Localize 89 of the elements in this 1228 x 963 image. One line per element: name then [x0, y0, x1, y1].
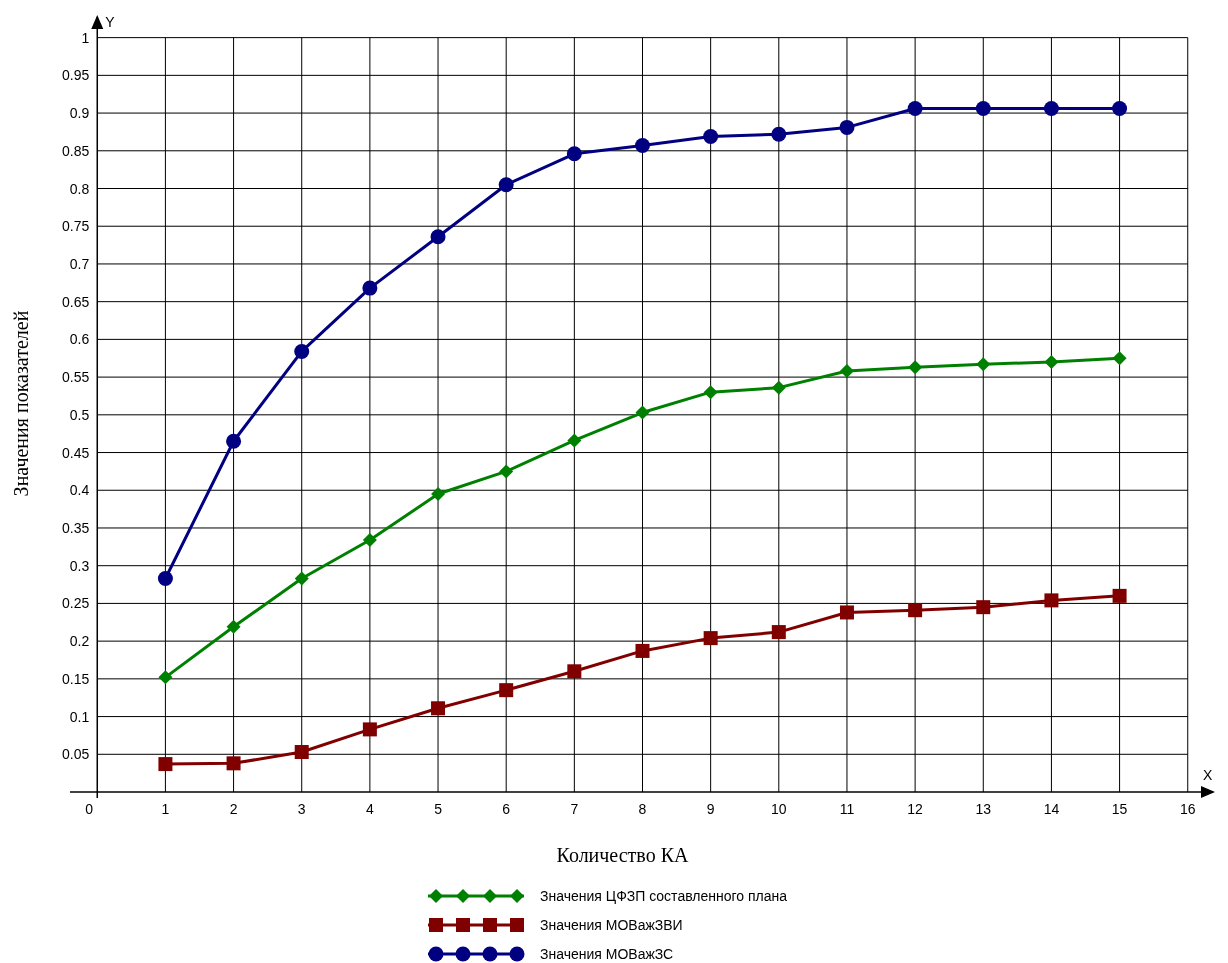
annotation: Y [105, 14, 116, 30]
x-tick-label: 8 [638, 801, 647, 817]
y-tick-label: 0.05 [62, 746, 90, 763]
y-axis-title: Значения показателей [10, 310, 32, 497]
x-tick-label: 2 [229, 801, 238, 817]
y-tick-label: 0.5 [69, 406, 90, 423]
annotation: X [1203, 767, 1213, 783]
point [839, 119, 855, 135]
point [431, 487, 446, 502]
point [1112, 588, 1127, 603]
point [362, 280, 378, 296]
point [499, 464, 514, 479]
point [498, 177, 514, 193]
y-tick-label: 0.4 [69, 482, 90, 499]
point [294, 745, 309, 760]
point [294, 571, 309, 586]
x-tick-label: 0 [85, 801, 94, 817]
point [907, 101, 923, 117]
point [839, 364, 854, 379]
point [362, 722, 377, 737]
point [158, 757, 173, 772]
x-tick-label: 6 [502, 801, 511, 817]
point [908, 360, 923, 375]
y-tick-label: 0.6 [69, 331, 90, 348]
y-tick-label: 0.25 [62, 595, 90, 612]
point [1112, 351, 1127, 366]
x-tick-label: 13 [975, 801, 992, 817]
y-tick-label: 0.95 [62, 67, 90, 84]
point [226, 619, 241, 634]
point [1044, 593, 1059, 608]
y-tick-label: 1 [81, 29, 90, 46]
x-tick-label: 1 [161, 801, 170, 817]
x-tick-label: 5 [434, 801, 443, 817]
point [839, 605, 854, 620]
point [294, 343, 310, 359]
point [226, 433, 242, 449]
point [908, 603, 923, 618]
point [771, 625, 786, 640]
point [362, 533, 377, 548]
y-tick-label: 0.9 [69, 105, 90, 122]
x-tick-label: 3 [297, 801, 306, 817]
point [1112, 101, 1128, 117]
x-tick-label: 10 [771, 801, 787, 817]
y-tick-label: 0.75 [62, 218, 90, 235]
point [431, 701, 446, 716]
point [499, 683, 514, 698]
point [635, 138, 650, 154]
y-tick-label: 0.2 [69, 633, 90, 650]
x-tick-label: 4 [365, 801, 374, 817]
legend-label: Значения МОВажЗС [540, 946, 674, 962]
point [635, 643, 650, 658]
point [566, 146, 582, 162]
point [1043, 101, 1059, 117]
legend-label: Значения ЦФЗП составленного плана [540, 888, 788, 904]
y-tick-label: 0.1 [69, 708, 90, 725]
point [771, 126, 787, 142]
y-tick-label: 0.35 [62, 519, 90, 536]
x-tick-label: 14 [1043, 801, 1060, 817]
y-tick-label: 0.15 [62, 670, 90, 687]
y-tick-label: 0.55 [62, 369, 90, 386]
x-tick-label: 7 [570, 801, 579, 817]
point [567, 664, 582, 679]
point [567, 433, 582, 448]
y-tick-label: 0.65 [62, 293, 90, 310]
legend-label: Значения МОВажЗВИ [540, 917, 683, 933]
point [771, 380, 786, 395]
y-tick-label: 0.7 [69, 255, 90, 272]
point [635, 405, 650, 420]
point [703, 385, 718, 400]
y-tick-label: 0.45 [62, 444, 90, 461]
point [703, 631, 718, 646]
x-axis-title: Количество КА [556, 844, 690, 866]
point [976, 357, 991, 372]
point [975, 101, 991, 117]
point [226, 756, 241, 771]
y-tick-label: 0.8 [69, 180, 90, 197]
point [1044, 355, 1059, 370]
x-tick-label: 16 [1179, 801, 1196, 817]
point [157, 571, 173, 587]
y-tick-label: 0.85 [62, 142, 90, 159]
x-tick-label: 11 [839, 801, 855, 817]
x-tick-label: 15 [1111, 801, 1128, 817]
point [158, 670, 173, 685]
x-tick-label: 9 [706, 801, 715, 817]
point [430, 229, 446, 245]
point [976, 600, 991, 615]
y-tick-label: 0.3 [69, 557, 90, 574]
x-tick-label: 12 [907, 801, 924, 817]
point [703, 128, 719, 144]
